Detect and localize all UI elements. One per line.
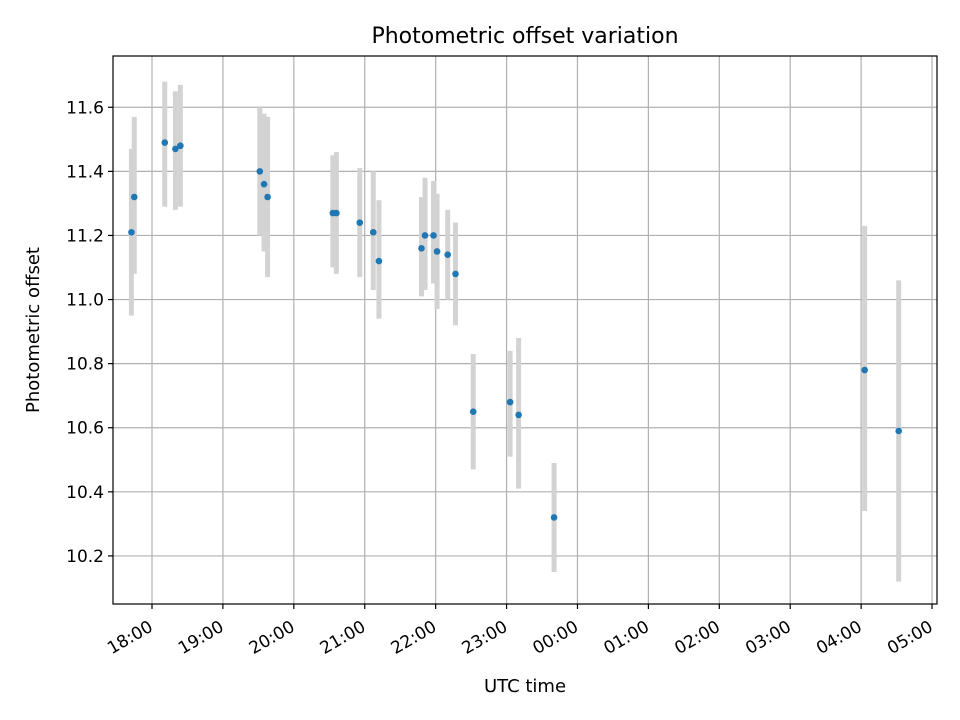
- data-point: [430, 232, 437, 239]
- data-point: [264, 193, 271, 201]
- data-point: [177, 142, 184, 150]
- x-tick-label: 20:00: [246, 617, 298, 659]
- y-tick-label: 11.6: [66, 98, 104, 118]
- data-point: [369, 228, 377, 236]
- x-tick-label: 21:00: [317, 617, 369, 659]
- data-point: [333, 209, 340, 217]
- data-point: [172, 145, 179, 153]
- y-tick-label: 10.6: [66, 419, 104, 439]
- data-points: [128, 139, 903, 521]
- data-point: [452, 270, 459, 278]
- data-point: [421, 232, 429, 239]
- x-tick-label: 18:00: [104, 617, 156, 659]
- data-point: [161, 139, 169, 146]
- x-tick-label: 02:00: [671, 617, 723, 659]
- grid-lines: [113, 56, 937, 604]
- y-tick-label: 10.8: [66, 355, 104, 375]
- y-tick-label: 11.0: [66, 291, 104, 311]
- y-axis-label: Photometric offset: [23, 247, 44, 413]
- data-point: [444, 251, 452, 258]
- data-point: [469, 408, 477, 416]
- x-tick-label: 23:00: [459, 617, 511, 659]
- data-point: [861, 366, 868, 374]
- data-point: [256, 168, 264, 175]
- x-tick-label: 01:00: [600, 617, 652, 659]
- data-point: [130, 193, 138, 201]
- data-point: [375, 257, 383, 265]
- x-tick-label: 04:00: [813, 617, 865, 659]
- x-tick-label: 22:00: [388, 617, 440, 659]
- x-tick-label: 19:00: [175, 617, 227, 659]
- y-tick-label: 11.2: [66, 226, 104, 246]
- x-tick-label: 03:00: [742, 617, 794, 659]
- data-point: [418, 244, 425, 252]
- y-tick-label: 11.4: [66, 162, 104, 182]
- data-point: [550, 514, 558, 521]
- plot-frame: [112, 55, 938, 605]
- data-point: [895, 427, 903, 435]
- x-axis-ticks: 18:00 19:00 20:00 21:00 22:00 23:00 00:00 01:00…: [104, 604, 937, 659]
- error-bars: [128, 81, 902, 582]
- chart-title: Photometric offset variation: [371, 24, 678, 49]
- x-axis-label: UTC time: [484, 676, 566, 697]
- data-point: [433, 248, 441, 255]
- x-tick-label: 05:00: [884, 617, 936, 659]
- x-tick-label: 00:00: [530, 617, 582, 659]
- data-point: [128, 228, 135, 236]
- data-point: [515, 411, 522, 419]
- data-point: [356, 219, 364, 226]
- data-point: [260, 180, 268, 188]
- y-tick-label: 10.2: [66, 547, 104, 567]
- y-tick-label: 10.4: [66, 483, 104, 503]
- data-point: [506, 398, 514, 406]
- y-axis-ticks: 10.2 10.4 10.6 10.8 11.0 11.2 11.4 11.6: [66, 98, 113, 567]
